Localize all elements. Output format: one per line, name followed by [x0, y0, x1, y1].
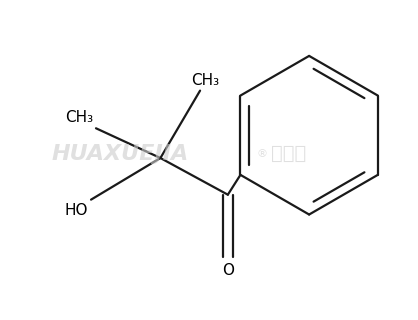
Text: CH₃: CH₃: [191, 73, 219, 88]
Text: O: O: [222, 263, 234, 278]
Text: ®: ®: [257, 149, 268, 159]
Text: CH₃: CH₃: [65, 110, 93, 125]
Text: HUAXUEJIA: HUAXUEJIA: [51, 144, 189, 164]
Text: 化学加: 化学加: [271, 144, 306, 163]
Text: HO: HO: [64, 203, 88, 218]
